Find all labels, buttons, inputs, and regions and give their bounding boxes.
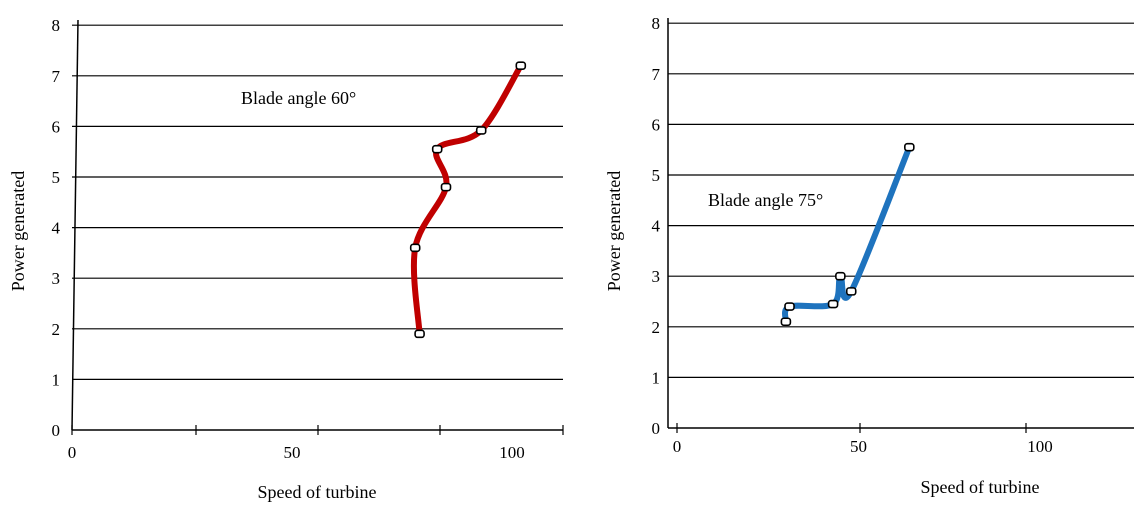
- right-annotation: Blade angle 75°: [708, 190, 823, 210]
- left-y-tick-label: 8: [52, 16, 61, 35]
- left-y-tick-label: 7: [52, 67, 61, 86]
- left-y-tick-label: 0: [52, 421, 61, 440]
- right-data-point: [780, 317, 792, 327]
- right-y-axis-title: Power generated: [604, 171, 624, 291]
- left-y-tick-label: 6: [52, 117, 61, 136]
- left-x-tick-label: 50: [284, 443, 301, 462]
- right-x-tick-labels: 0 50 100: [673, 437, 1053, 456]
- right-series-line: [782, 144, 913, 325]
- right-data-point: [827, 299, 839, 309]
- right-data-point: [784, 302, 795, 311]
- left-data-point: [414, 329, 425, 339]
- right-y-tick-labels: 0 1 2 3 4 5 6 7 8: [652, 14, 661, 438]
- right-y-tick-label: 1: [652, 368, 661, 387]
- left-y-tick-labels: 0 1 2 3 4 5 6 7 8: [52, 16, 61, 440]
- right-y-tick-label: 2: [652, 318, 661, 337]
- left-x-ticks: [71, 425, 564, 435]
- left-series-line: [410, 62, 524, 337]
- left-data-point: [440, 182, 452, 192]
- left-chart: 0 1 2 3 4 5 6 7 8 0 50 100 Blade angle 60° Speed o…: [8, 16, 564, 502]
- right-x-tick-label: 0: [673, 437, 682, 456]
- right-data-point: [845, 287, 857, 296]
- left-x-tick-labels: 0 50 100: [68, 443, 525, 462]
- right-x-tick-label: 100: [1027, 437, 1053, 456]
- left-y-tick-label: 2: [52, 320, 61, 339]
- left-data-point: [475, 126, 487, 135]
- right-y-tick-label: 7: [652, 65, 661, 84]
- left-y-axis: [71, 19, 79, 431]
- right-y-tick-label: 6: [652, 115, 661, 134]
- left-y-tick-label: 1: [52, 370, 61, 389]
- left-y-tick-label: 4: [52, 219, 61, 238]
- left-gridlines: [72, 24, 563, 380]
- right-x-axis-title: Speed of turbine: [921, 477, 1040, 497]
- left-y-axis-title: Power generated: [8, 171, 28, 291]
- left-x-axis-title: Speed of turbine: [258, 482, 377, 502]
- right-data-point: [904, 142, 915, 152]
- left-y-tick-label: 3: [52, 269, 61, 288]
- right-y-tick-label: 5: [652, 166, 661, 185]
- left-data-point: [431, 144, 443, 154]
- right-y-tick-label: 4: [652, 217, 661, 236]
- right-data-point: [835, 271, 846, 281]
- right-x-tick-label: 50: [850, 437, 867, 456]
- left-x-tick-label: 0: [68, 443, 77, 462]
- left-y-tick-label: 5: [52, 168, 61, 187]
- right-data-points: [780, 142, 915, 327]
- right-y-tick-label: 3: [652, 267, 661, 286]
- right-y-tick-label: 8: [652, 14, 661, 33]
- left-x-tick-label: 100: [499, 443, 525, 462]
- right-x-ticks: [676, 423, 1027, 433]
- left-data-point: [515, 61, 527, 70]
- left-annotation: Blade angle 60°: [241, 88, 356, 108]
- right-y-tick-label: 0: [652, 419, 661, 438]
- right-gridlines: [668, 22, 1134, 378]
- left-data-point: [409, 243, 421, 253]
- left-data-points: [409, 61, 527, 339]
- right-chart: 0 1 2 3 4 5 6 7 8 0 50 100 Blade angle 75° Speed o…: [604, 14, 1134, 497]
